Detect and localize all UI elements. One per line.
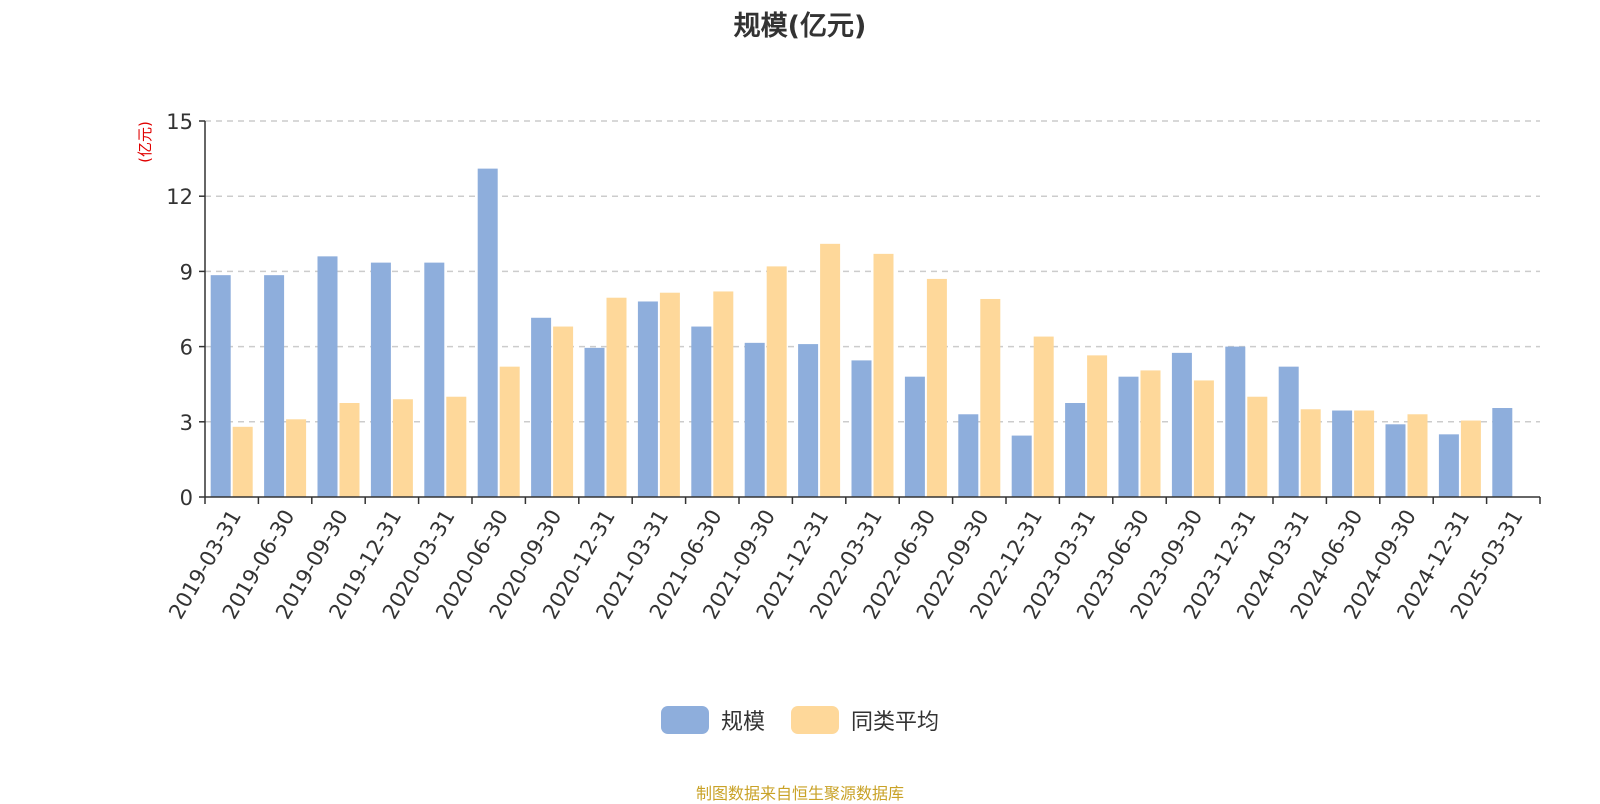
bar-peer-average-2019-03-31: [232, 426, 253, 497]
legend-swatch-blue: [660, 706, 709, 734]
bar-scale-2024-03-31: [1278, 366, 1299, 497]
bar-scale-2019-06-30: [264, 275, 285, 497]
bar-peer-average-2020-06-30: [499, 366, 520, 497]
legend-label: 规模: [720, 710, 765, 735]
bar-scale-2023-06-30: [1118, 376, 1139, 497]
bar-peer-average-2019-12-31: [392, 399, 413, 497]
bar-scale-2023-12-31: [1225, 346, 1246, 497]
bar-scale-2019-09-30: [317, 256, 338, 497]
bar-peer-average-2023-09-30: [1193, 380, 1214, 497]
bar-peer-average-2024-06-30: [1354, 410, 1375, 497]
bar-scale-2019-03-31: [210, 275, 231, 497]
bar-peer-average-2021-03-31: [659, 292, 680, 497]
bar-scale-2023-09-30: [1171, 352, 1192, 497]
legend: 规模 同类平均: [0, 704, 1600, 736]
bar-peer-average-2024-03-31: [1300, 409, 1321, 497]
bar-scale-2022-06-30: [904, 376, 925, 497]
bar-scale-2021-06-30: [691, 326, 712, 497]
bar-scale-2020-06-30: [477, 168, 498, 498]
bar-peer-average-2022-06-30: [926, 278, 947, 497]
bar-scale-2022-03-31: [851, 360, 872, 497]
bar-peer-average-2019-06-30: [286, 419, 307, 497]
bar-peer-average-2021-06-30: [713, 291, 734, 497]
bar-scale-2024-06-30: [1332, 410, 1353, 497]
bar-scale-2022-09-30: [958, 414, 979, 497]
data-source-note: 制图数据来自恒生聚源数据库: [695, 784, 904, 803]
bar-scale-2020-09-30: [531, 317, 552, 497]
bar-peer-average-2022-12-31: [1033, 336, 1054, 497]
bar-peer-average-2024-09-30: [1407, 414, 1428, 497]
bar-peer-average-2023-03-31: [1087, 355, 1108, 497]
legend-item-series-1[interactable]: 规模: [660, 704, 765, 736]
grid-lines: [205, 120, 1540, 423]
bar-scale-2022-12-31: [1011, 435, 1032, 497]
bar-peer-average-2019-09-30: [339, 403, 360, 497]
bar-scale-2019-12-31: [370, 262, 391, 497]
bar-scale-2024-09-30: [1385, 424, 1406, 497]
bar-peer-average-2022-03-31: [873, 253, 894, 497]
bars: [210, 168, 1513, 498]
legend-swatch-orange: [791, 706, 839, 734]
bar-peer-average-2021-09-30: [766, 266, 787, 497]
bar-scale-2020-12-31: [584, 347, 605, 497]
y-tick-label: 3: [180, 411, 193, 435]
legend-item-series-2[interactable]: 同类平均: [791, 704, 939, 736]
bar-peer-average-2022-09-30: [980, 298, 1001, 497]
y-tick-label: 9: [180, 260, 193, 284]
bar-scale-2025-03-31: [1492, 408, 1513, 497]
bar-scale-2021-03-31: [637, 301, 658, 497]
bar-peer-average-2023-12-31: [1247, 396, 1268, 497]
bar-peer-average-2021-12-31: [820, 243, 841, 497]
bar-scale-2023-03-31: [1065, 403, 1086, 497]
bar-peer-average-2020-09-30: [553, 326, 574, 497]
bar-peer-average-2023-06-30: [1140, 370, 1161, 497]
bar-peer-average-2024-12-31: [1460, 420, 1481, 497]
bar-scale-2021-09-30: [744, 342, 765, 497]
legend-label: 同类平均: [851, 710, 940, 735]
bar-peer-average-2020-12-31: [606, 297, 627, 497]
bar-scale-2021-12-31: [798, 344, 819, 497]
chart-title: 规模(亿元): [733, 11, 867, 42]
y-tick-label: 6: [180, 336, 193, 360]
bar-scale-2020-03-31: [424, 262, 445, 497]
y-tick-label: 15: [166, 110, 193, 134]
y-tick-label: 12: [166, 185, 193, 209]
bar-scale-2024-12-31: [1438, 434, 1459, 497]
y-axis-label: (亿元): [136, 121, 154, 163]
y-tick-label: 0: [180, 486, 193, 510]
bar-peer-average-2020-03-31: [446, 396, 467, 497]
